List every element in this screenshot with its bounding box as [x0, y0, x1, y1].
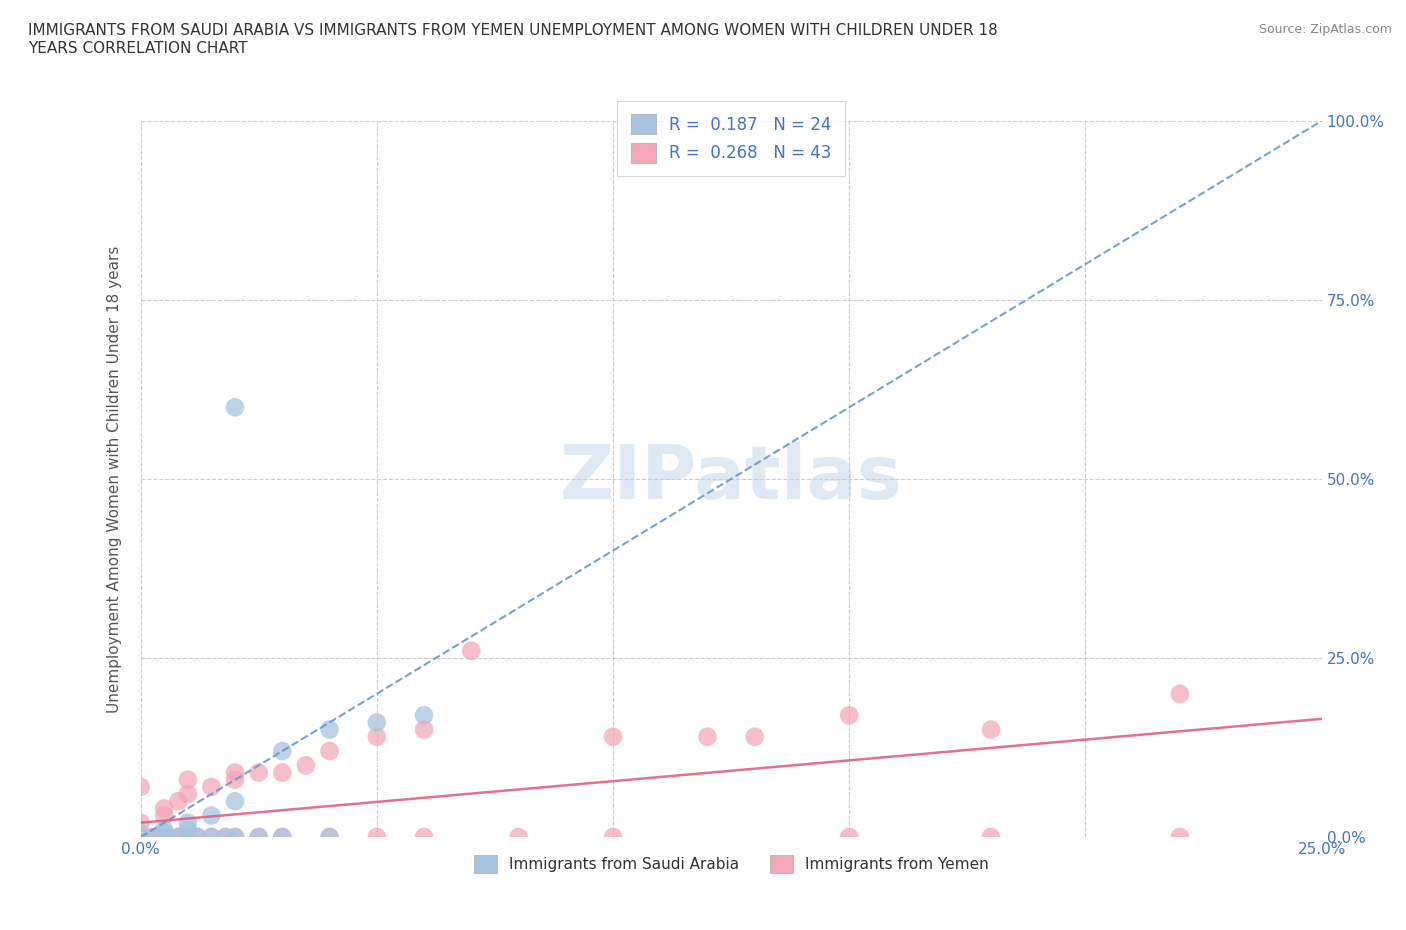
Point: [224, 830, 246, 844]
Point: [177, 772, 200, 787]
Point: [247, 765, 270, 780]
Point: [247, 830, 270, 844]
Point: [224, 830, 246, 844]
Point: [200, 830, 222, 844]
Point: [271, 830, 294, 844]
Text: Source: ZipAtlas.com: Source: ZipAtlas.com: [1258, 23, 1392, 36]
Point: [153, 826, 176, 841]
Point: [318, 830, 340, 844]
Point: [838, 708, 860, 723]
Text: ZIPatlas: ZIPatlas: [560, 443, 903, 515]
Point: [224, 772, 246, 787]
Point: [186, 830, 208, 844]
Point: [696, 729, 718, 744]
Point: [366, 715, 388, 730]
Point: [602, 729, 624, 744]
Point: [167, 830, 190, 844]
Legend: Immigrants from Saudi Arabia, Immigrants from Yemen: Immigrants from Saudi Arabia, Immigrants…: [468, 849, 994, 880]
Point: [129, 830, 152, 844]
Point: [177, 830, 200, 844]
Point: [271, 830, 294, 844]
Point: [129, 779, 152, 794]
Point: [744, 729, 766, 744]
Point: [200, 808, 222, 823]
Point: [186, 830, 208, 844]
Point: [148, 830, 170, 844]
Point: [177, 822, 200, 837]
Point: [167, 830, 190, 844]
Point: [247, 830, 270, 844]
Point: [129, 816, 152, 830]
Point: [508, 830, 530, 844]
Point: [413, 830, 436, 844]
Point: [214, 830, 236, 844]
Point: [366, 830, 388, 844]
Point: [366, 729, 388, 744]
Point: [413, 722, 436, 737]
Point: [980, 830, 1002, 844]
Point: [224, 794, 246, 809]
Point: [200, 830, 222, 844]
Point: [318, 744, 340, 759]
Point: [129, 830, 152, 844]
Point: [200, 779, 222, 794]
Text: IMMIGRANTS FROM SAUDI ARABIA VS IMMIGRANTS FROM YEMEN UNEMPLOYMENT AMONG WOMEN W: IMMIGRANTS FROM SAUDI ARABIA VS IMMIGRAN…: [28, 23, 998, 56]
Point: [271, 765, 294, 780]
Point: [602, 830, 624, 844]
Point: [460, 644, 482, 658]
Point: [1168, 686, 1191, 701]
Point: [1168, 830, 1191, 844]
Point: [318, 722, 340, 737]
Point: [177, 816, 200, 830]
Point: [214, 830, 236, 844]
Point: [838, 830, 860, 844]
Point: [143, 830, 166, 844]
Point: [177, 787, 200, 802]
Point: [980, 722, 1002, 737]
Point: [177, 830, 200, 844]
Point: [153, 822, 176, 837]
Point: [167, 794, 190, 809]
Point: [295, 758, 318, 773]
Point: [157, 830, 180, 844]
Point: [153, 830, 176, 844]
Point: [153, 801, 176, 816]
Point: [318, 830, 340, 844]
Point: [224, 400, 246, 415]
Point: [153, 808, 176, 823]
Point: [413, 708, 436, 723]
Point: [129, 826, 152, 841]
Point: [271, 744, 294, 759]
Point: [224, 765, 246, 780]
Point: [139, 830, 162, 844]
Y-axis label: Unemployment Among Women with Children Under 18 years: Unemployment Among Women with Children U…: [107, 246, 122, 712]
